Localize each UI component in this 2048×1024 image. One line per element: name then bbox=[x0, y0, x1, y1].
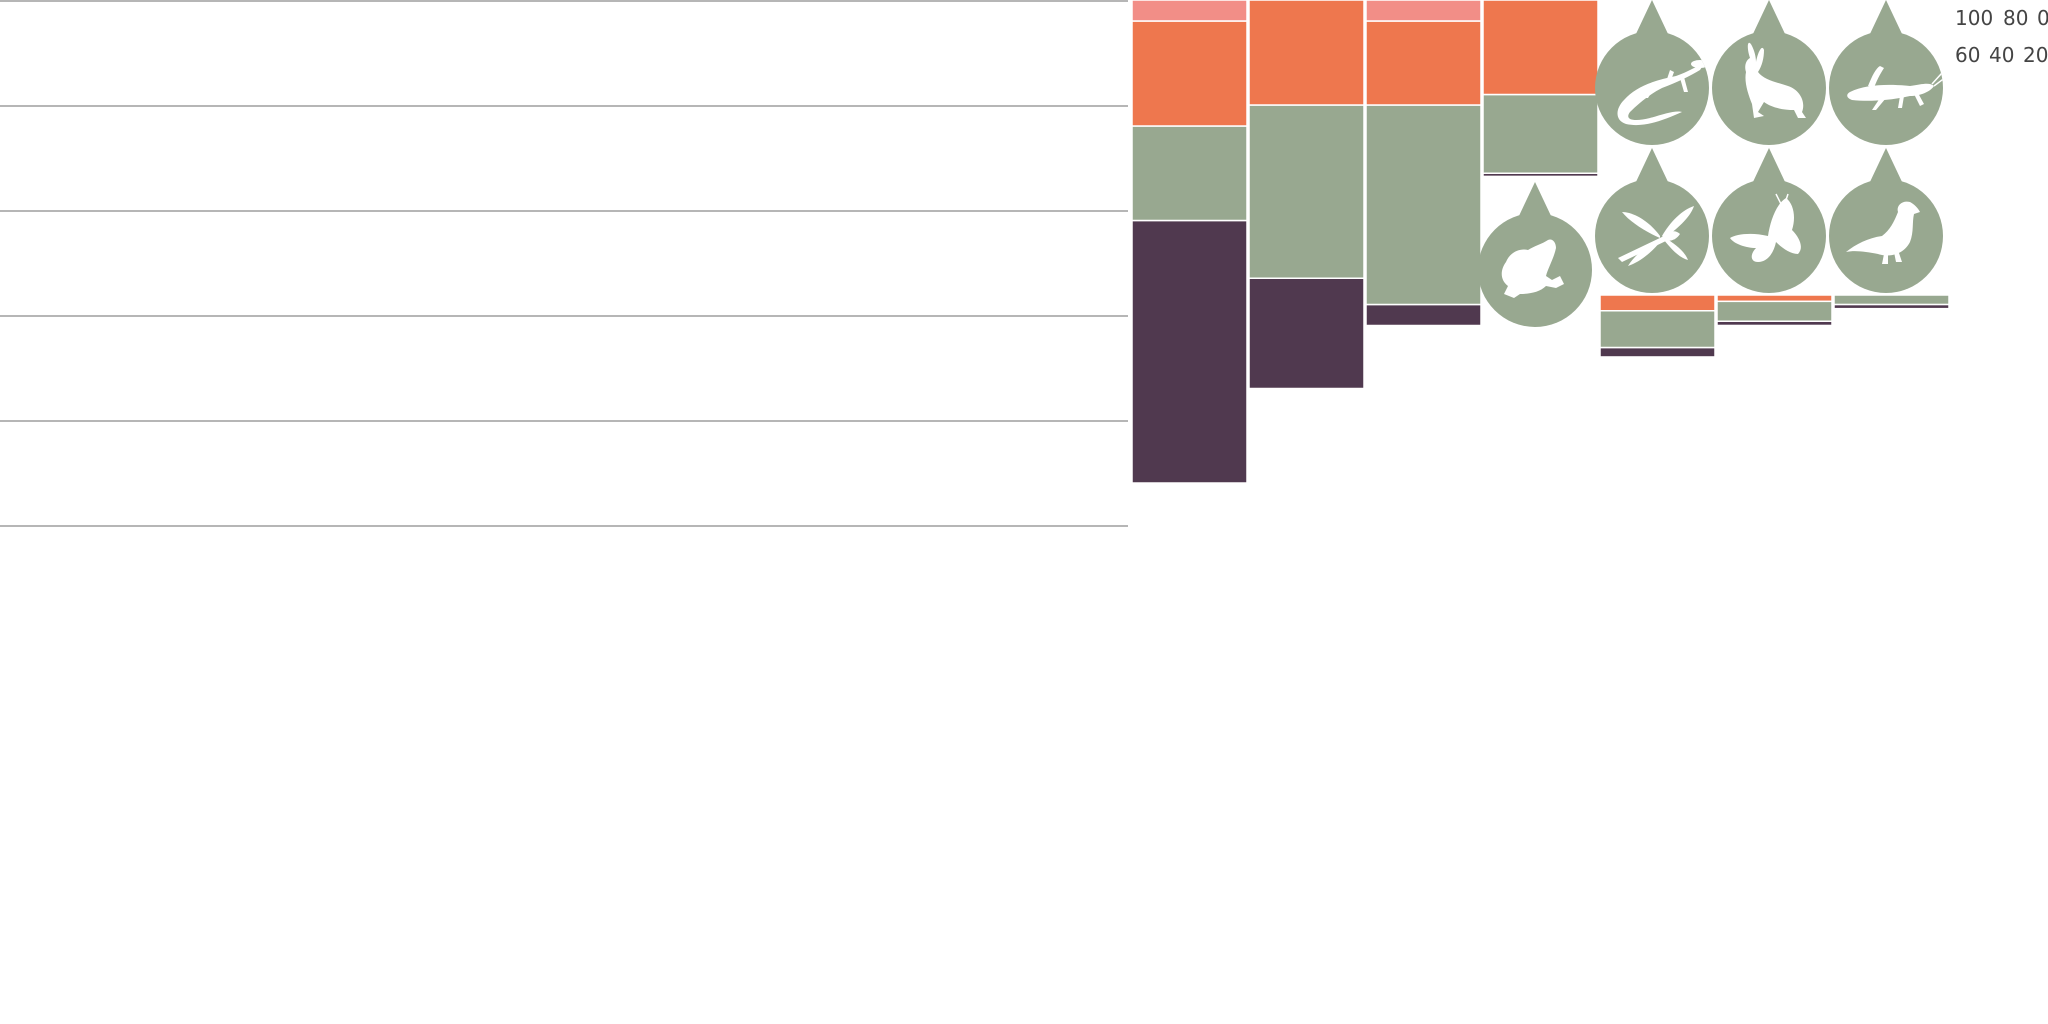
bird-icon bbox=[1829, 148, 1943, 293]
tick-label: 0 bbox=[2037, 6, 2048, 30]
tick-label: 80 bbox=[2003, 6, 2028, 30]
frog-icon bbox=[1478, 182, 1592, 327]
bar-segment-grasshopper-2 bbox=[1365, 20, 1482, 106]
bar-segment-lizard-0 bbox=[1131, 219, 1248, 484]
bar-segment-bird-1 bbox=[1833, 294, 1950, 306]
bar-segment-rabbit-0 bbox=[1248, 277, 1365, 390]
bar-segment-dragonfly-0 bbox=[1599, 346, 1716, 358]
bar-segment-butterfly-1 bbox=[1716, 300, 1833, 322]
tick-label: 20 bbox=[2023, 43, 2048, 67]
bar-segment-butterfly-2 bbox=[1716, 294, 1833, 303]
bar-grasshopper bbox=[1365, 0, 1482, 327]
lizard-icon bbox=[1595, 0, 1709, 145]
bar-segment-lizard-2 bbox=[1131, 20, 1248, 127]
bar-segment-grasshopper-3 bbox=[1365, 0, 1482, 22]
bar-segment-lizard-3 bbox=[1131, 0, 1248, 22]
bar-segment-rabbit-2 bbox=[1248, 0, 1365, 106]
butterfly-icon bbox=[1712, 148, 1826, 293]
bar-lizard bbox=[1131, 0, 1248, 484]
bar-bird bbox=[1833, 294, 1950, 310]
rabbit-icon bbox=[1712, 0, 1826, 145]
bar-segment-lizard-1 bbox=[1131, 125, 1248, 222]
bar-segment-dragonfly-2 bbox=[1599, 294, 1716, 312]
tick-label: 60 bbox=[1955, 43, 1980, 67]
bar-dragonfly bbox=[1599, 294, 1716, 358]
tick-label: 40 bbox=[1989, 43, 2014, 67]
bar-frog bbox=[1482, 0, 1599, 178]
bar-butterfly bbox=[1716, 294, 1833, 327]
bar-rabbit bbox=[1248, 0, 1365, 390]
bar-segment-grasshopper-0 bbox=[1365, 303, 1482, 327]
bars bbox=[1131, 0, 1950, 484]
bar-segment-rabbit-1 bbox=[1248, 104, 1365, 279]
gridlines bbox=[0, 0, 1128, 527]
bar-segment-grasshopper-1 bbox=[1365, 104, 1482, 306]
dragonfly-icon bbox=[1595, 148, 1709, 293]
tick-labels: 100 80 0 60 40 20 bbox=[1955, 6, 2048, 67]
bar-segment-frog-1 bbox=[1482, 93, 1599, 174]
tick-label: 100 bbox=[1955, 6, 1993, 30]
bar-segment-frog-2 bbox=[1482, 0, 1599, 96]
grasshopper-icon bbox=[1829, 0, 1943, 145]
bar-segment-dragonfly-1 bbox=[1599, 310, 1716, 349]
